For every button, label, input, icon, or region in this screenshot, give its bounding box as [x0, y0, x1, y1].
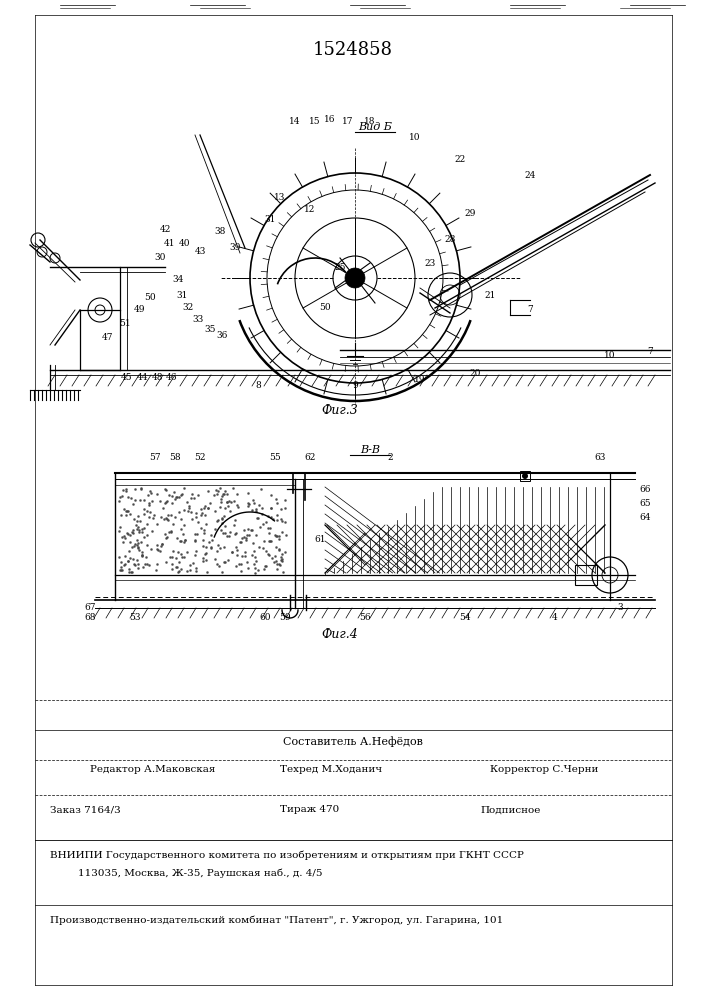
Text: 23: 23 — [424, 258, 436, 267]
Text: 59: 59 — [279, 612, 291, 621]
Text: 22: 22 — [455, 155, 466, 164]
Text: Заказ 7164/3: Заказ 7164/3 — [50, 806, 121, 814]
Text: 42: 42 — [159, 226, 170, 234]
Text: Вид Б: Вид Б — [358, 122, 392, 132]
Text: 14: 14 — [289, 117, 300, 126]
Text: 44: 44 — [137, 373, 148, 382]
Text: 66: 66 — [639, 486, 650, 494]
Text: 45: 45 — [121, 373, 133, 382]
Text: 64: 64 — [639, 514, 650, 522]
Text: 35: 35 — [204, 326, 216, 334]
Text: 54: 54 — [459, 612, 471, 621]
Text: 43: 43 — [194, 247, 206, 256]
Text: 51: 51 — [119, 318, 131, 328]
Text: 1524858: 1524858 — [313, 41, 393, 59]
Text: 63: 63 — [595, 454, 606, 462]
Text: 65: 65 — [639, 498, 651, 508]
Text: Тираж 470: Тираж 470 — [280, 806, 339, 814]
Text: 50: 50 — [144, 292, 156, 302]
Text: 67: 67 — [84, 602, 95, 611]
Text: 60: 60 — [259, 612, 271, 621]
Text: 58: 58 — [169, 454, 181, 462]
Text: 31: 31 — [264, 216, 276, 225]
Text: Производственно-издательский комбинат "Патент", г. Ужгород, ул. Гагарина, 101: Производственно-издательский комбинат "П… — [50, 915, 503, 925]
Text: 53: 53 — [129, 612, 141, 621]
Text: 49: 49 — [134, 306, 146, 314]
Text: 12: 12 — [304, 206, 316, 215]
Text: 41: 41 — [164, 238, 176, 247]
Text: 33: 33 — [192, 316, 204, 324]
Text: 30: 30 — [154, 253, 165, 262]
Text: Составитель А.Нефёдов: Составитель А.Нефёдов — [283, 737, 423, 747]
Bar — [520, 471, 530, 481]
Text: 55: 55 — [269, 454, 281, 462]
Text: 13: 13 — [274, 192, 286, 202]
Text: 52: 52 — [194, 454, 206, 462]
Text: 21: 21 — [484, 290, 496, 300]
Text: 61: 61 — [314, 536, 326, 544]
Text: 34: 34 — [173, 275, 184, 284]
Circle shape — [345, 268, 365, 288]
Circle shape — [522, 473, 528, 479]
Text: 68: 68 — [84, 612, 95, 621]
Text: ВНИИПИ Государственного комитета по изобретениям и открытиям при ГКНТ СССР: ВНИИПИ Государственного комитета по изоб… — [50, 850, 524, 860]
Text: Фиг.3: Фиг.3 — [322, 403, 358, 416]
Text: 113035, Москва, Ж-35, Раушская наб., д. 4/5: 113035, Москва, Ж-35, Раушская наб., д. … — [78, 868, 322, 878]
Text: 20: 20 — [469, 368, 481, 377]
Text: 2: 2 — [387, 454, 393, 462]
Text: 50: 50 — [319, 304, 331, 312]
Text: 48: 48 — [152, 373, 164, 382]
Text: Корректор С.Черни: Корректор С.Черни — [490, 766, 598, 774]
Text: 24: 24 — [525, 170, 536, 180]
Text: Фиг.4: Фиг.4 — [322, 629, 358, 642]
Text: 40: 40 — [180, 238, 191, 247]
Text: 47: 47 — [103, 332, 114, 342]
Text: 15: 15 — [309, 117, 321, 126]
Text: Редактор А.Маковская: Редактор А.Маковская — [90, 766, 216, 774]
Text: 3: 3 — [617, 602, 623, 611]
Text: 56: 56 — [359, 612, 370, 621]
Text: 18: 18 — [364, 117, 375, 126]
Text: В-В: В-В — [360, 445, 380, 455]
Text: 31: 31 — [176, 290, 187, 300]
Text: 8: 8 — [255, 380, 261, 389]
Text: 62: 62 — [304, 454, 316, 462]
Text: 19: 19 — [414, 375, 426, 384]
Text: 17: 17 — [342, 117, 354, 126]
Text: 10: 10 — [409, 132, 421, 141]
Bar — [575, 565, 597, 585]
Text: 32: 32 — [182, 304, 194, 312]
Text: 7: 7 — [647, 348, 653, 357]
Text: 57: 57 — [149, 454, 160, 462]
Text: 16: 16 — [325, 114, 336, 123]
Text: Техред М.Ходанич: Техред М.Ходанич — [280, 766, 382, 774]
Text: 25: 25 — [334, 263, 346, 272]
Text: 46: 46 — [166, 373, 177, 382]
Text: 10: 10 — [604, 351, 616, 360]
Text: 39: 39 — [229, 243, 240, 252]
Text: 38: 38 — [214, 228, 226, 236]
Text: Подписное: Подписное — [480, 806, 540, 814]
Text: 9: 9 — [352, 380, 358, 389]
Text: 36: 36 — [216, 330, 228, 340]
Text: 7: 7 — [527, 306, 533, 314]
Text: 4: 4 — [552, 612, 558, 621]
Text: 28: 28 — [444, 235, 456, 244]
Text: 29: 29 — [464, 209, 476, 218]
